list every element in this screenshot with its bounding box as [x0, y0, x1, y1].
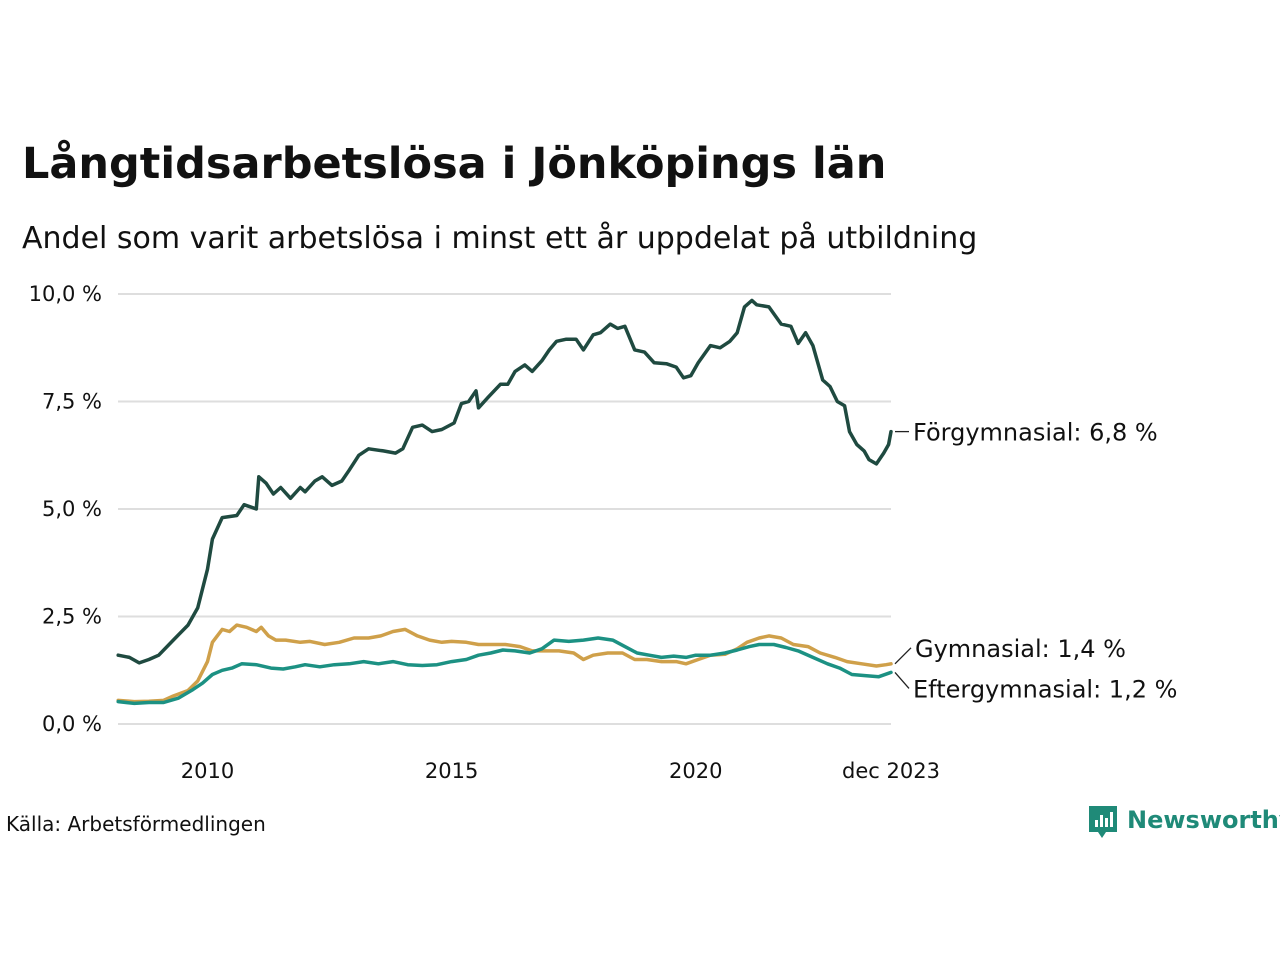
- series-end-labels: Förgymnasial: 6,8 % Gymnasial: 1,4 % Efter…: [894, 419, 1177, 703]
- y-tick-label: 7,5 %: [42, 390, 102, 414]
- x-tick-label: 2010: [181, 759, 234, 783]
- label-leader-gymnasial: [894, 647, 912, 665]
- y-tick-label: 2,5 %: [42, 605, 102, 629]
- x-tick-label: 2020: [669, 759, 722, 783]
- source-note: Källa: Arbetsförmedlingen: [6, 812, 266, 836]
- newsworthy-logo: Newsworthy: [1089, 806, 1280, 838]
- y-tick-label: 10,0 %: [29, 282, 102, 306]
- y-tick-label: 5,0 %: [42, 497, 102, 521]
- series-line-gymnasial: [116, 623, 893, 704]
- end-label-eftergymnasial: Eftergymnasial: 1,2 %: [913, 675, 1177, 703]
- x-axis-ticks: 2010 2015 2020 dec 2023: [181, 759, 940, 783]
- newsworthy-brand-text: Newsworthy: [1127, 806, 1280, 834]
- y-axis-ticks: 10,0 % 7,5 % 5,0 % 2,5 % 0,0 %: [29, 282, 102, 736]
- end-label-gymnasial: Gymnasial: 1,4 %: [915, 635, 1126, 663]
- x-tick-label: 2015: [425, 759, 478, 783]
- gridlines: [118, 293, 891, 725]
- newsworthy-logo-icon: [1089, 806, 1117, 838]
- x-tick-label: dec 2023: [842, 759, 940, 783]
- series-lines: [116, 298, 893, 706]
- end-label-förgymnasial: Förgymnasial: 6,8 %: [913, 419, 1158, 447]
- chart-subtitle: Andel som varit arbetslösa i minst ett å…: [22, 221, 977, 256]
- chart-title: Långtidsarbetslösa i Jönköpings län: [22, 139, 886, 189]
- label-leader-eftergymnasial: [894, 671, 910, 689]
- y-tick-label: 0,0 %: [42, 712, 102, 736]
- series-line-eftergymnasial: [116, 636, 893, 706]
- series-line-förgymnasial: [116, 298, 893, 665]
